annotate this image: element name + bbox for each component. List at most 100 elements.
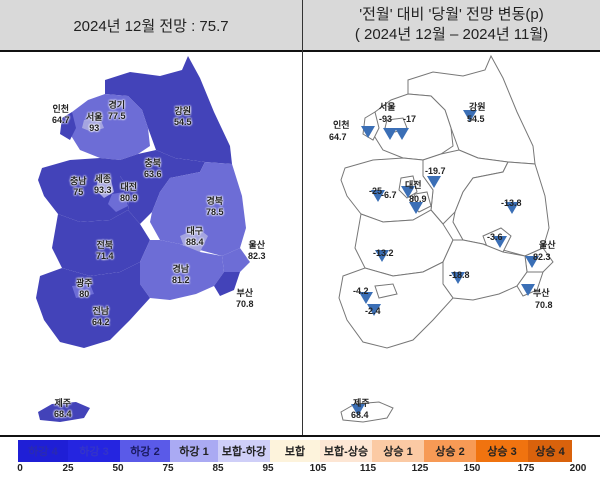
label-jeonnam-value: -2.4 bbox=[365, 306, 381, 316]
korea-map-outline bbox=[338, 54, 554, 423]
label-daegu: 대구 88.4 bbox=[186, 226, 204, 247]
region-gyeongbuk bbox=[150, 162, 246, 256]
panel-divider bbox=[302, 0, 303, 437]
left-panel-header: 2024년 12월 전망 : 75.7 bbox=[0, 0, 302, 52]
label-seoul-value: -93 bbox=[379, 114, 393, 124]
legend-cell: 상승 3 bbox=[476, 440, 528, 462]
down-arrow-icon bbox=[351, 404, 365, 416]
label-sejong: 세종 93.3 bbox=[94, 174, 112, 195]
label-gangwon-name: 강원 bbox=[469, 102, 486, 112]
label-gyeongnam: 경남 81.2 bbox=[172, 264, 190, 285]
down-arrow-icon bbox=[409, 202, 423, 214]
label-jeonbuk-value: -13.2 bbox=[373, 248, 394, 258]
legend-cell: 보합-하강 bbox=[218, 440, 270, 462]
legend-cell: 하강 2 bbox=[120, 440, 170, 462]
down-arrow-icon bbox=[371, 190, 385, 202]
bottom-rule bbox=[0, 435, 600, 437]
label-gyeonggi: 경기 77.5 bbox=[108, 100, 126, 121]
label-gyeongbuk: 경북 78.5 bbox=[206, 196, 224, 217]
label-ulsan-name: 울산 bbox=[539, 240, 556, 250]
label-jeju-value: 68.4 bbox=[351, 410, 369, 420]
region-daejeon bbox=[108, 192, 128, 212]
label-gangwon: 강원 54.5 bbox=[174, 106, 192, 127]
down-arrow-icon bbox=[505, 202, 519, 214]
label-gyeongbuk-value: -13.8 bbox=[501, 198, 522, 208]
region-chungnam bbox=[38, 158, 130, 222]
down-arrow-icon bbox=[463, 110, 477, 122]
region-jeju bbox=[38, 402, 90, 422]
label-sejong-value: -6.7 bbox=[381, 190, 397, 200]
label-gyeonggi-value: -17 bbox=[403, 114, 417, 124]
label-gyeongnam-value: -18.8 bbox=[449, 270, 470, 280]
label-chungbuk: 충북 63.6 bbox=[144, 158, 162, 179]
region-busan bbox=[214, 272, 240, 296]
label-busan-name: 부산 bbox=[533, 288, 550, 298]
legend-cell: 상승 4 bbox=[528, 440, 572, 462]
legend-tick: 105 bbox=[309, 463, 327, 474]
down-arrow-icon bbox=[367, 304, 381, 316]
label-ulsan-value: 82.3 bbox=[533, 252, 551, 262]
legend-tick: 0 bbox=[17, 463, 23, 474]
down-arrow-icon bbox=[395, 128, 409, 140]
label-incheon-value: 64.7 bbox=[329, 132, 347, 142]
label-daejeon: 대전 80.9 bbox=[120, 182, 138, 203]
color-legend: 하강 4 하강 3 하강 2 하강 1 보합-하강 보합 보합-상승 상승 1 … bbox=[18, 440, 572, 462]
legend-tick: 125 bbox=[411, 463, 429, 474]
label-gwangju-value: -4.2 bbox=[353, 286, 369, 296]
legend-tick: 25 bbox=[62, 463, 74, 474]
down-arrow-icon bbox=[451, 272, 465, 284]
down-arrow-icon bbox=[427, 176, 441, 188]
region-sejong bbox=[96, 176, 114, 198]
down-arrow-icon bbox=[359, 292, 373, 304]
down-arrow-icon bbox=[521, 284, 535, 296]
korea-map-filled bbox=[36, 56, 250, 422]
down-arrow-icon bbox=[401, 186, 415, 198]
label-daejeon-value: 80.9 bbox=[409, 194, 427, 204]
legend-cell: 상승 1 bbox=[372, 440, 424, 462]
left-panel-title: 2024년 12월 전망 : 75.7 bbox=[73, 17, 229, 35]
label-gwangju: 광주 80 bbox=[76, 278, 93, 299]
left-choropleth-map: 인천 64.7 서울 93 경기 77.5 강원 54.5 충북 63.6 충남 75 세종… bbox=[0, 52, 300, 435]
legend-tick: 115 bbox=[359, 463, 377, 474]
label-chungbuk-value: -19.7 bbox=[425, 166, 446, 176]
region-gyeongnam bbox=[140, 240, 224, 300]
label-daejeon-name: 대전 bbox=[405, 180, 422, 190]
legend-cell: 하강 3 bbox=[68, 440, 120, 462]
label-jeju-name: 제주 bbox=[353, 398, 370, 408]
region-chungbuk bbox=[120, 150, 205, 224]
down-arrow-icon bbox=[525, 256, 539, 268]
down-arrow-icon bbox=[361, 126, 375, 138]
label-jeonbuk: 전북 71.4 bbox=[96, 240, 114, 261]
down-arrow-icon bbox=[493, 236, 507, 248]
right-change-map: 서울 -93 인천 64.7 -17 강원 54.5 -19.7 -25 -6.… bbox=[303, 52, 600, 435]
down-arrow-icon bbox=[375, 250, 389, 262]
label-ulsan: 울산 82.3 bbox=[248, 240, 266, 261]
legend-tick: 95 bbox=[262, 463, 274, 474]
label-jeju: 제주 68.4 bbox=[54, 398, 72, 419]
label-daegu-value: -3.6 bbox=[487, 232, 503, 242]
legend-tick: 150 bbox=[463, 463, 481, 474]
legend-cell: 보합-상승 bbox=[320, 440, 372, 462]
down-arrow-icon bbox=[383, 128, 397, 140]
region-gwangju bbox=[72, 284, 94, 298]
right-panel-header: '전월' 대비 '당월' 전망 변동(p) ( 2024년 12월 – 2024… bbox=[303, 0, 600, 52]
right-panel-title-line2: ( 2024년 12월 – 2024년 11월) bbox=[354, 26, 549, 43]
legend-tick: 175 bbox=[517, 463, 535, 474]
region-ulsan bbox=[222, 248, 250, 272]
label-chungnam: 충남 75 bbox=[70, 176, 87, 197]
legend-tick: 85 bbox=[212, 463, 224, 474]
legend-cell: 상승 2 bbox=[424, 440, 476, 462]
region-jeonbuk bbox=[52, 210, 150, 276]
legend-tick: 75 bbox=[162, 463, 174, 474]
label-incheon-name: 인천 bbox=[333, 120, 350, 130]
label-busan-value: 70.8 bbox=[535, 300, 553, 310]
label-seoul: 서울 93 bbox=[86, 112, 103, 133]
label-gangwon-value: 54.5 bbox=[467, 114, 485, 124]
region-daegu bbox=[180, 228, 208, 252]
legend-cell: 보합 bbox=[270, 440, 320, 462]
label-busan: 부산 70.8 bbox=[236, 288, 254, 309]
legend-cell: 하강 1 bbox=[170, 440, 218, 462]
right-panel-title-line1: '전월' 대비 '당월' 전망 변동(p) bbox=[359, 6, 544, 23]
figure-frame: 2024년 12월 전망 : 75.7 '전월' 대비 '당월' 전망 변동(p… bbox=[0, 0, 600, 437]
label-seoul-name: 서울 bbox=[379, 102, 396, 112]
